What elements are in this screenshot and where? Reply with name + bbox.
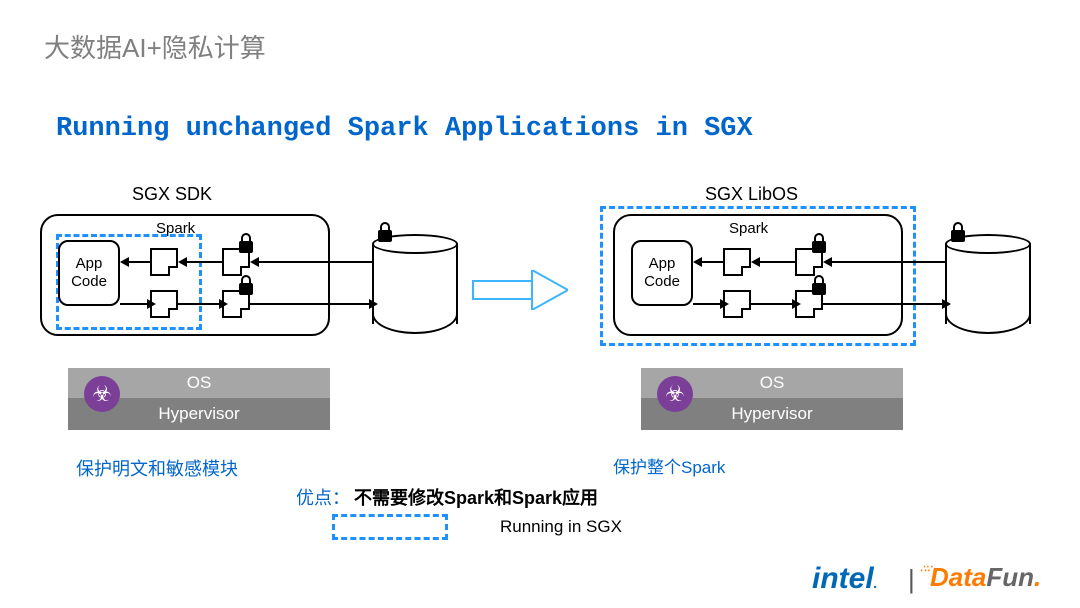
caption-left: 保护明文和敏感模块 <box>76 455 238 481</box>
arrow-head <box>250 257 259 267</box>
lock-icon <box>378 230 392 242</box>
hazard-icon: ☣ <box>657 376 693 412</box>
advantage-text: 不需要修改Spark和Spark应用 <box>354 484 598 510</box>
app-code-right: AppCode <box>631 240 693 306</box>
storage-cylinder-right <box>945 234 1031 334</box>
transition-arrow <box>472 270 568 310</box>
hazard-icon: ☣ <box>84 376 120 412</box>
module-box <box>723 248 751 276</box>
arrow-head <box>693 257 702 267</box>
arrow-head <box>219 299 228 309</box>
arrow-head <box>720 299 729 309</box>
lock-icon <box>239 241 253 253</box>
slide-title: 大数据AI+隐私计算 <box>44 28 266 65</box>
arrow <box>823 303 945 305</box>
logo-divider: | <box>908 564 915 595</box>
legend-text: Running in SGX <box>500 517 622 537</box>
arrow <box>759 261 795 263</box>
intel-logo: intel. <box>812 562 878 596</box>
arrow <box>701 261 723 263</box>
arrow <box>258 261 372 263</box>
arrow-head <box>942 299 951 309</box>
arrow <box>120 303 150 305</box>
lock-icon <box>812 241 826 253</box>
lock-icon <box>239 283 253 295</box>
arrow <box>693 303 723 305</box>
arrow-head <box>751 257 760 267</box>
arrow <box>250 303 372 305</box>
module-box <box>150 248 178 276</box>
arrow-head <box>369 299 378 309</box>
advantage-label: 优点： <box>296 484 350 510</box>
arrow-head <box>823 257 832 267</box>
legend-box <box>332 514 448 540</box>
arrow-head <box>120 257 129 267</box>
lock-icon <box>951 230 965 242</box>
lock-icon <box>812 283 826 295</box>
app-code-left: AppCode <box>58 240 120 306</box>
caption-right: 保护整个Spark <box>613 453 725 478</box>
arrow <box>831 261 945 263</box>
subtitle: Running unchanged Spark Applications in … <box>56 114 753 144</box>
storage-cylinder-left <box>372 234 458 334</box>
arrow-head <box>178 257 187 267</box>
arrow <box>751 303 795 305</box>
arrow <box>128 261 150 263</box>
label-sgx-libos: SGX LibOS <box>705 184 798 205</box>
datafun-logo: ∴∵ DataFun. <box>924 562 1041 593</box>
arrow <box>178 303 222 305</box>
arrow-head <box>792 299 801 309</box>
label-sgx-sdk: SGX SDK <box>132 184 212 205</box>
arrow <box>186 261 222 263</box>
spark-label-right: Spark <box>729 220 768 237</box>
arrow-head <box>147 299 156 309</box>
